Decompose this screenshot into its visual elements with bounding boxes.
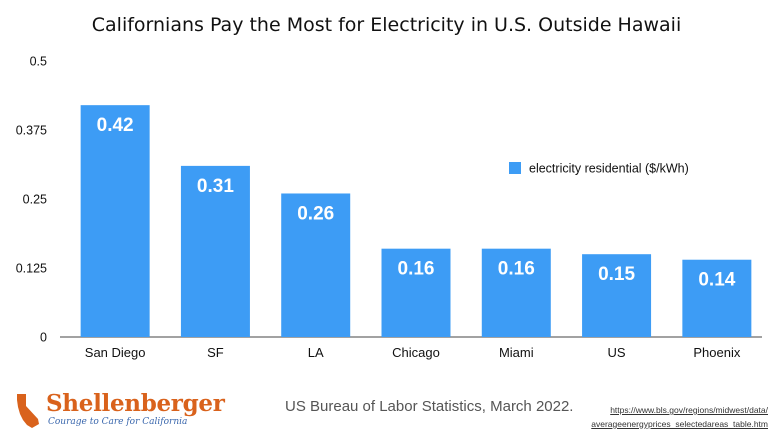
bar-value-label: 0.15 bbox=[598, 264, 635, 285]
california-map-icon bbox=[17, 394, 39, 428]
bar bbox=[481, 248, 551, 337]
bars: 0.42 San Diego 0.31 SF 0.26 LA 0.16 Chicago 0.16… bbox=[80, 105, 752, 360]
logo-tagline: Courage to Care for California bbox=[48, 417, 188, 427]
legend: electricity residential ($/kWh) bbox=[509, 162, 689, 176]
bar-value-label: 0.26 bbox=[297, 203, 334, 224]
bar-value-label: 0.16 bbox=[398, 259, 435, 280]
x-category-label: San Diego bbox=[85, 345, 146, 360]
bar bbox=[180, 165, 250, 337]
x-category-label: Miami bbox=[499, 345, 534, 360]
legend-label: electricity residential ($/kWh) bbox=[529, 162, 689, 176]
x-category-label: SF bbox=[207, 345, 224, 360]
logo-wordmark: Shellenberger bbox=[46, 390, 225, 417]
bar-value-label: 0.31 bbox=[197, 176, 234, 197]
bar bbox=[80, 105, 150, 337]
y-tick-label: 0.25 bbox=[23, 193, 47, 207]
y-axis-ticks: 0 0.125 0.25 0.375 0.5 bbox=[16, 55, 47, 345]
chart-title: Californians Pay the Most for Electricit… bbox=[91, 14, 682, 36]
x-category-label: Chicago bbox=[392, 345, 440, 360]
bar bbox=[381, 248, 451, 337]
y-tick-label: 0.375 bbox=[16, 124, 47, 138]
bar bbox=[281, 193, 351, 337]
bar bbox=[682, 259, 752, 337]
shellenberger-logo: Shellenberger Courage to Care for Califo… bbox=[14, 390, 229, 432]
y-tick-label: 0 bbox=[40, 331, 47, 345]
x-category-label: LA bbox=[308, 345, 324, 360]
x-category-label: US bbox=[608, 345, 626, 360]
legend-swatch bbox=[509, 162, 521, 174]
source-url-link[interactable]: https://www.bls.gov/regions/midwest/data… bbox=[576, 403, 768, 431]
source-url-line1[interactable]: https://www.bls.gov/regions/midwest/data… bbox=[610, 405, 768, 415]
bar-value-label: 0.14 bbox=[698, 270, 735, 291]
y-tick-label: 0.5 bbox=[30, 55, 47, 69]
source-url-line2[interactable]: averageenergyprices_selectedareas_table.… bbox=[591, 419, 768, 429]
bar bbox=[582, 254, 652, 337]
x-category-label: Phoenix bbox=[693, 345, 740, 360]
bar-value-label: 0.42 bbox=[97, 115, 134, 136]
bar-value-label: 0.16 bbox=[498, 259, 535, 280]
y-tick-label: 0.125 bbox=[16, 262, 47, 276]
source-text: US Bureau of Labor Statistics, March 202… bbox=[285, 398, 574, 415]
